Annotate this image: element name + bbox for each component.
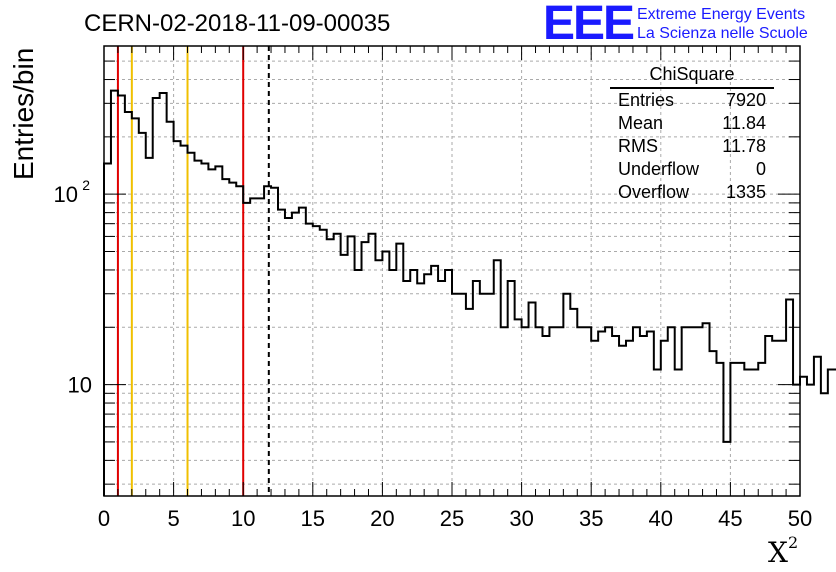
y-axis-label: Entries/bin — [8, 47, 39, 180]
stats-row: Mean 11.84 — [618, 113, 766, 133]
stats-row: Overflow 1335 — [618, 182, 766, 202]
x-tick-label: 40 — [649, 506, 673, 531]
stats-row: RMS 11.78 — [618, 136, 766, 156]
eee-logo: EEE — [543, 0, 635, 50]
x-tick-label: 5 — [167, 506, 179, 531]
histogram-line — [103, 89, 836, 496]
chart-title: CERN-02-2018-11-09-00035 — [84, 10, 391, 37]
y-tick-label-exponent: 2 — [82, 177, 90, 193]
logo-line-1: Extreme Energy Events — [637, 6, 806, 23]
x-tick-label: 50 — [788, 506, 812, 531]
stats-title: ChiSquare — [610, 64, 774, 89]
stats-box: ChiSquare Entries 7920 Mean 11.84 RMS 11.78… — [610, 64, 780, 204]
x-tick-labels: 0 5 10 15 20 25 30 35 40 45 50 — [98, 506, 812, 531]
x-tick-label: 30 — [509, 506, 533, 531]
x-tick-label: 35 — [579, 506, 603, 531]
x-tick-label: 15 — [301, 506, 325, 531]
x-tick-label: 25 — [440, 506, 464, 531]
reference-lines — [116, 46, 270, 496]
x-tick-label: 45 — [718, 506, 742, 531]
axis-ticks — [103, 46, 801, 496]
grid-lines — [104, 46, 800, 496]
stats-row: Entries 7920 — [618, 90, 766, 110]
x-axis-label: X2 — [768, 532, 799, 569]
x-tick-label: 0 — [98, 506, 110, 531]
logo-line-2: La Scienza nelle Scuole — [637, 25, 808, 42]
x-tick-label: 10 — [231, 506, 255, 531]
x-tick-label: 20 — [370, 506, 394, 531]
stats-row: Underflow 0 — [618, 159, 766, 179]
y-tick-label: 10 — [54, 182, 78, 207]
y-tick-label: 10 — [68, 373, 92, 398]
